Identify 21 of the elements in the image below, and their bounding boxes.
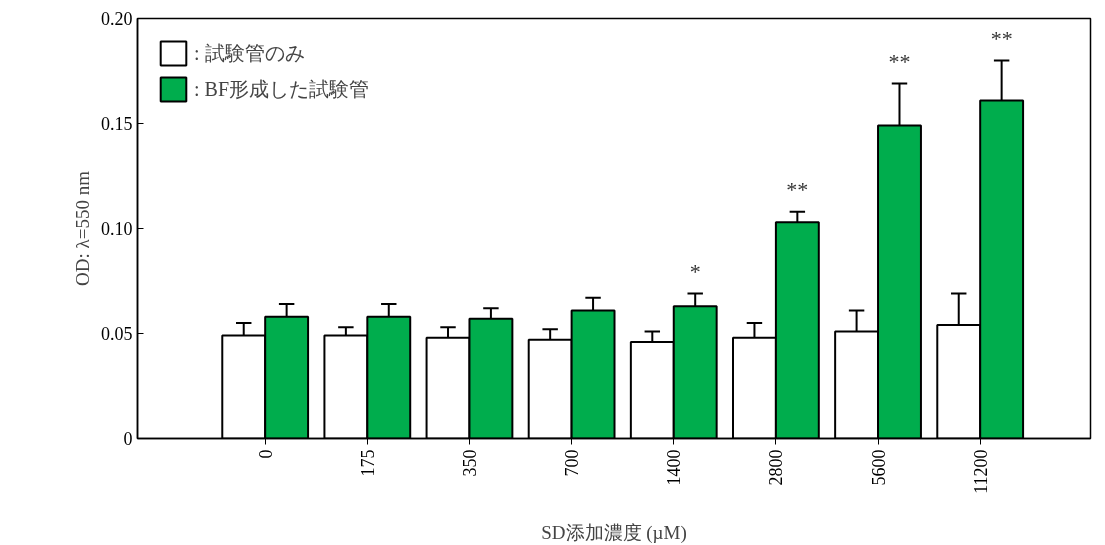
y-tick-label: 0.10 <box>101 219 133 239</box>
x-axis-title: SD添加濃度 (µM) <box>541 521 687 544</box>
y-tick-label: 0.20 <box>101 9 133 29</box>
x-tick-label: 700 <box>562 449 583 477</box>
x-tick-label: 350 <box>459 449 480 477</box>
x-tick-label: 11200 <box>970 449 991 494</box>
data-label: ** <box>888 48 911 74</box>
data-label: ** <box>786 176 809 202</box>
x-tick-label: 1400 <box>664 449 685 486</box>
y-tick-label: 0.05 <box>101 324 133 344</box>
x-tick-label: 0 <box>255 449 276 459</box>
x-tick-label: 2800 <box>766 449 787 486</box>
x-tick-label: 175 <box>357 449 378 477</box>
y-tick-label: 0 <box>123 429 133 449</box>
x-tick-label: 5600 <box>868 449 889 486</box>
y-tick-label: 0.15 <box>101 114 133 134</box>
data-label: ** <box>990 25 1013 51</box>
y-axis-title: OD: λ=550 nm <box>72 170 93 286</box>
data-label: * <box>689 258 701 284</box>
legend-label: : BF形成した試験管 <box>194 76 370 102</box>
legend-label: : 試験管のみ <box>194 40 305 66</box>
